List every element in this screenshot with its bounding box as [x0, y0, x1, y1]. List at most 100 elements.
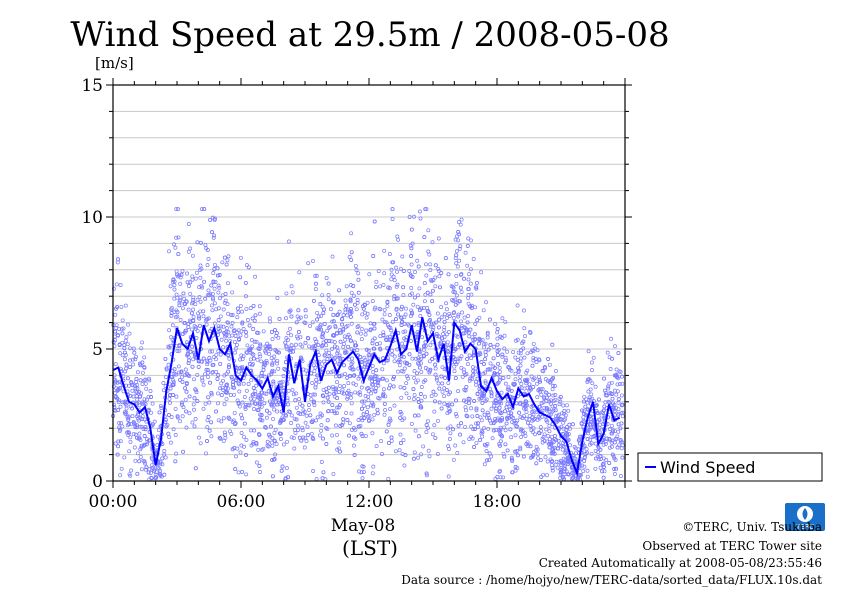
scatter-point [281, 374, 286, 378]
scatter-point [122, 357, 127, 362]
scatter-point [601, 465, 606, 469]
scatter-point [266, 389, 271, 394]
scatter-point [303, 314, 308, 319]
scatter-point [408, 243, 413, 248]
scatter-point [498, 427, 503, 432]
scatter-point [474, 280, 479, 285]
scatter-point [423, 292, 428, 297]
credit-copyright: ©TERC, Univ. Tsukuba [682, 520, 822, 534]
scatter-point [275, 402, 280, 407]
scatter-point [419, 369, 424, 374]
scatter-point [486, 412, 491, 417]
scatter-point [442, 334, 447, 339]
scatter-point [457, 232, 461, 237]
scatter-point [558, 467, 563, 472]
scatter-point [253, 274, 258, 279]
scatter-point [583, 412, 588, 417]
scatter-point [545, 459, 550, 464]
scatter-point [459, 290, 464, 294]
scatter-point [459, 365, 464, 370]
scatter-point [415, 258, 420, 263]
scatter-point [154, 470, 159, 475]
scatter-point [404, 381, 409, 386]
scatter-point [177, 348, 182, 353]
scatter-point [562, 460, 566, 465]
scatter-point [483, 357, 488, 362]
scatter-point [116, 439, 121, 444]
scatter-point [458, 222, 463, 227]
logo-text: TERC [795, 523, 814, 531]
scatter-point [482, 412, 487, 417]
y-tick-label: 5 [92, 340, 103, 360]
scatter-point [235, 306, 240, 311]
scatter-point [261, 364, 266, 369]
scatter-point [475, 391, 480, 396]
scatter-point [187, 394, 192, 399]
scatter-point [397, 363, 402, 368]
scatter-point [472, 399, 477, 403]
scatter-point [203, 243, 208, 247]
scatter-point [170, 279, 175, 284]
scatter-point [354, 268, 359, 272]
scatter-point [235, 315, 240, 320]
scatter-point [343, 337, 348, 342]
scatter-point [481, 362, 486, 366]
scatter-point [284, 316, 288, 321]
scatter-point [256, 447, 261, 452]
scatter-point [238, 357, 243, 362]
scatter-point [495, 474, 500, 479]
scatter-point [126, 322, 130, 327]
scatter-point [571, 453, 576, 458]
scatter-point [524, 379, 529, 384]
scatter-point [316, 353, 321, 358]
scatter-point [462, 398, 467, 403]
scatter-point [111, 286, 116, 291]
scatter-point [326, 325, 331, 330]
scatter-point [325, 418, 330, 423]
scatter-point [446, 350, 451, 355]
scatter-point [185, 271, 189, 276]
scatter-point [126, 429, 131, 434]
scatter-point [521, 339, 526, 344]
scatter-point [460, 310, 464, 315]
scatter-point [451, 427, 455, 432]
scatter-point [176, 252, 181, 257]
scatter-point [273, 452, 278, 457]
scatter-point [275, 358, 280, 363]
scatter-point [243, 407, 248, 411]
scatter-point [436, 334, 441, 339]
scatter-point [537, 387, 542, 392]
scatter-point [118, 439, 123, 444]
scatter-point [271, 379, 276, 384]
scatter-point [589, 451, 594, 456]
scatter-point [410, 291, 414, 296]
scatter-point [518, 363, 523, 368]
scatter-point [522, 326, 527, 331]
scatter-point [373, 374, 378, 379]
scatter-point [620, 414, 625, 419]
scatter-point [365, 311, 370, 316]
scatter-point [264, 391, 269, 396]
scatter-point [286, 475, 290, 480]
scatter-point [214, 352, 219, 357]
scatter-point [509, 414, 514, 419]
scatter-point [218, 386, 222, 391]
scatter-point [313, 274, 318, 278]
scatter-point [344, 303, 349, 308]
scatter-point [210, 308, 215, 313]
scatter-point [318, 302, 323, 307]
scatter-point [427, 359, 432, 364]
scatter-point [128, 393, 133, 398]
scatter-point [235, 342, 239, 347]
scatter-point [359, 431, 364, 436]
scatter-point [192, 407, 196, 412]
scatter-point [341, 313, 346, 317]
scatter-point [226, 415, 231, 420]
scatter-point [583, 452, 588, 456]
scatter-point [456, 238, 461, 243]
scatter-point [516, 366, 521, 371]
scatter-point [226, 320, 231, 325]
scatter-point [143, 461, 148, 466]
scatter-point [279, 468, 284, 473]
scatter-point [307, 344, 311, 349]
